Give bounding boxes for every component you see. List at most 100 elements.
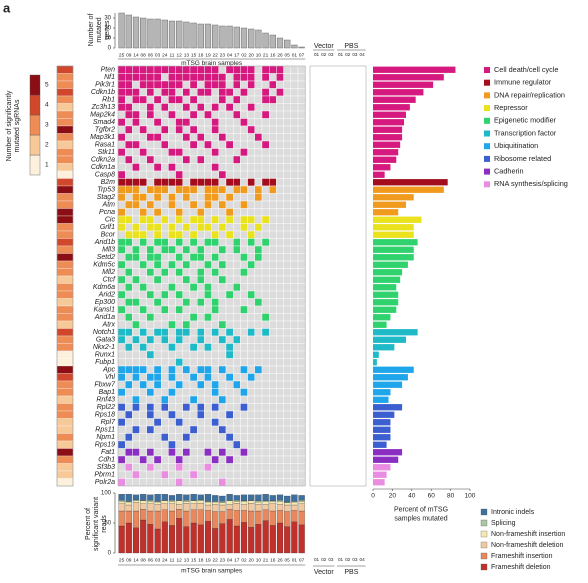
mutation-cell	[175, 403, 184, 412]
mutation-cell	[218, 305, 227, 314]
mutation-cell	[182, 223, 191, 232]
gene-label: Polr2a	[95, 479, 115, 486]
mutation-cell	[276, 395, 284, 404]
stack-segment	[197, 503, 204, 510]
sgrna-cell	[56, 245, 74, 254]
mutation-cell	[160, 403, 169, 412]
mutation-cell	[175, 365, 184, 374]
mutation-cell	[175, 328, 184, 337]
mutation-cell	[117, 380, 126, 389]
mutation-cell	[247, 470, 256, 479]
mutation-cell	[269, 343, 277, 352]
mutation-cell	[189, 463, 198, 472]
mutation-cell	[132, 478, 140, 487]
mutation-cell	[175, 433, 184, 442]
mutation-cell	[132, 343, 140, 352]
legend-swatch	[484, 130, 490, 137]
mutation-cell	[269, 425, 277, 434]
mutation-cell	[269, 283, 277, 292]
stack-segment	[183, 501, 190, 504]
mutation-cell	[254, 298, 263, 307]
mutation-cell	[247, 268, 256, 277]
mutation-cell	[117, 335, 126, 344]
percent-bar	[373, 291, 399, 298]
mutation-cell	[117, 440, 126, 449]
mutation-cell	[297, 73, 306, 82]
mutation-cell	[132, 148, 140, 157]
mutation-cell	[117, 433, 126, 442]
percent-bar	[373, 381, 403, 388]
mutation-cell	[117, 395, 126, 404]
mutation-cell	[297, 95, 306, 104]
mutation-cell	[196, 103, 205, 112]
stack-segment	[147, 510, 154, 525]
mutation-cell	[225, 140, 234, 149]
mutation-cell	[225, 433, 234, 442]
mutation-cell	[132, 440, 140, 449]
mutation-cell	[139, 73, 148, 82]
mutation-cell	[117, 478, 126, 487]
colorbar-tick-label: 5	[45, 82, 49, 89]
mutation-cell	[290, 388, 299, 397]
mutation-cell	[204, 373, 212, 382]
mutation-cell	[247, 230, 256, 239]
stack-segment	[298, 524, 305, 554]
mutation-cell	[196, 283, 205, 292]
mutation-cell	[175, 313, 184, 322]
mutation-cell	[124, 455, 133, 464]
mutation-cell	[240, 208, 248, 217]
mutation-cell	[132, 223, 140, 232]
stack-segment	[183, 503, 190, 512]
mutation-cell	[146, 88, 155, 97]
mutation-cell	[204, 103, 212, 112]
mutation-cell	[254, 440, 263, 449]
gene-label: Rps18	[95, 412, 115, 419]
mutation-cell	[196, 65, 205, 74]
mutation-cell	[254, 163, 263, 172]
mutation-cell	[160, 373, 169, 382]
percent-bar	[373, 111, 406, 118]
mutation-cell	[139, 373, 148, 382]
mutation-cell	[261, 133, 270, 142]
stack-segment	[219, 495, 226, 502]
mutation-cell	[117, 200, 126, 209]
mutation-cell	[240, 125, 248, 134]
control-sample-label: 01	[338, 557, 344, 562]
mutation-cell	[269, 275, 277, 284]
mutation-cell	[218, 140, 227, 149]
mutation-cell	[269, 110, 277, 119]
mutation-cell	[182, 418, 191, 427]
mutation-cell	[124, 88, 133, 97]
mutation-cell	[254, 283, 263, 292]
mutation-cell	[117, 425, 126, 434]
mutation-cell	[240, 223, 248, 232]
sgrna-cell	[56, 118, 74, 127]
mutation-cell	[196, 365, 205, 374]
x-tick-label: 0	[371, 493, 375, 500]
mutation-cell	[240, 478, 248, 487]
mutation-cell	[204, 470, 212, 479]
mutation-cell	[232, 215, 241, 224]
control-sample-label: 02	[345, 557, 351, 562]
mutation-cell	[146, 253, 155, 262]
mutation-cell	[254, 73, 263, 82]
x-tick-label: 10	[256, 52, 262, 58]
x-tick-label: 03	[155, 52, 161, 58]
mutation-cell	[225, 163, 234, 172]
sgrna-cell	[56, 388, 74, 397]
mutation-cell	[225, 298, 234, 307]
sgrna-cell	[56, 343, 74, 352]
mutation-cell	[182, 230, 191, 239]
y-tick-label: 50	[104, 521, 111, 527]
mutation-cell	[232, 388, 241, 397]
mutation-cell	[146, 335, 155, 344]
mutation-cell	[240, 463, 248, 472]
mutation-cell	[146, 65, 155, 74]
mutation-cell	[182, 335, 191, 344]
mutation-cell	[182, 260, 191, 269]
sgrna-cell	[56, 73, 74, 82]
mutation-cell	[297, 140, 306, 149]
mutation-cell	[297, 65, 306, 74]
stack-segment	[255, 500, 262, 503]
mutation-cell	[146, 245, 155, 254]
